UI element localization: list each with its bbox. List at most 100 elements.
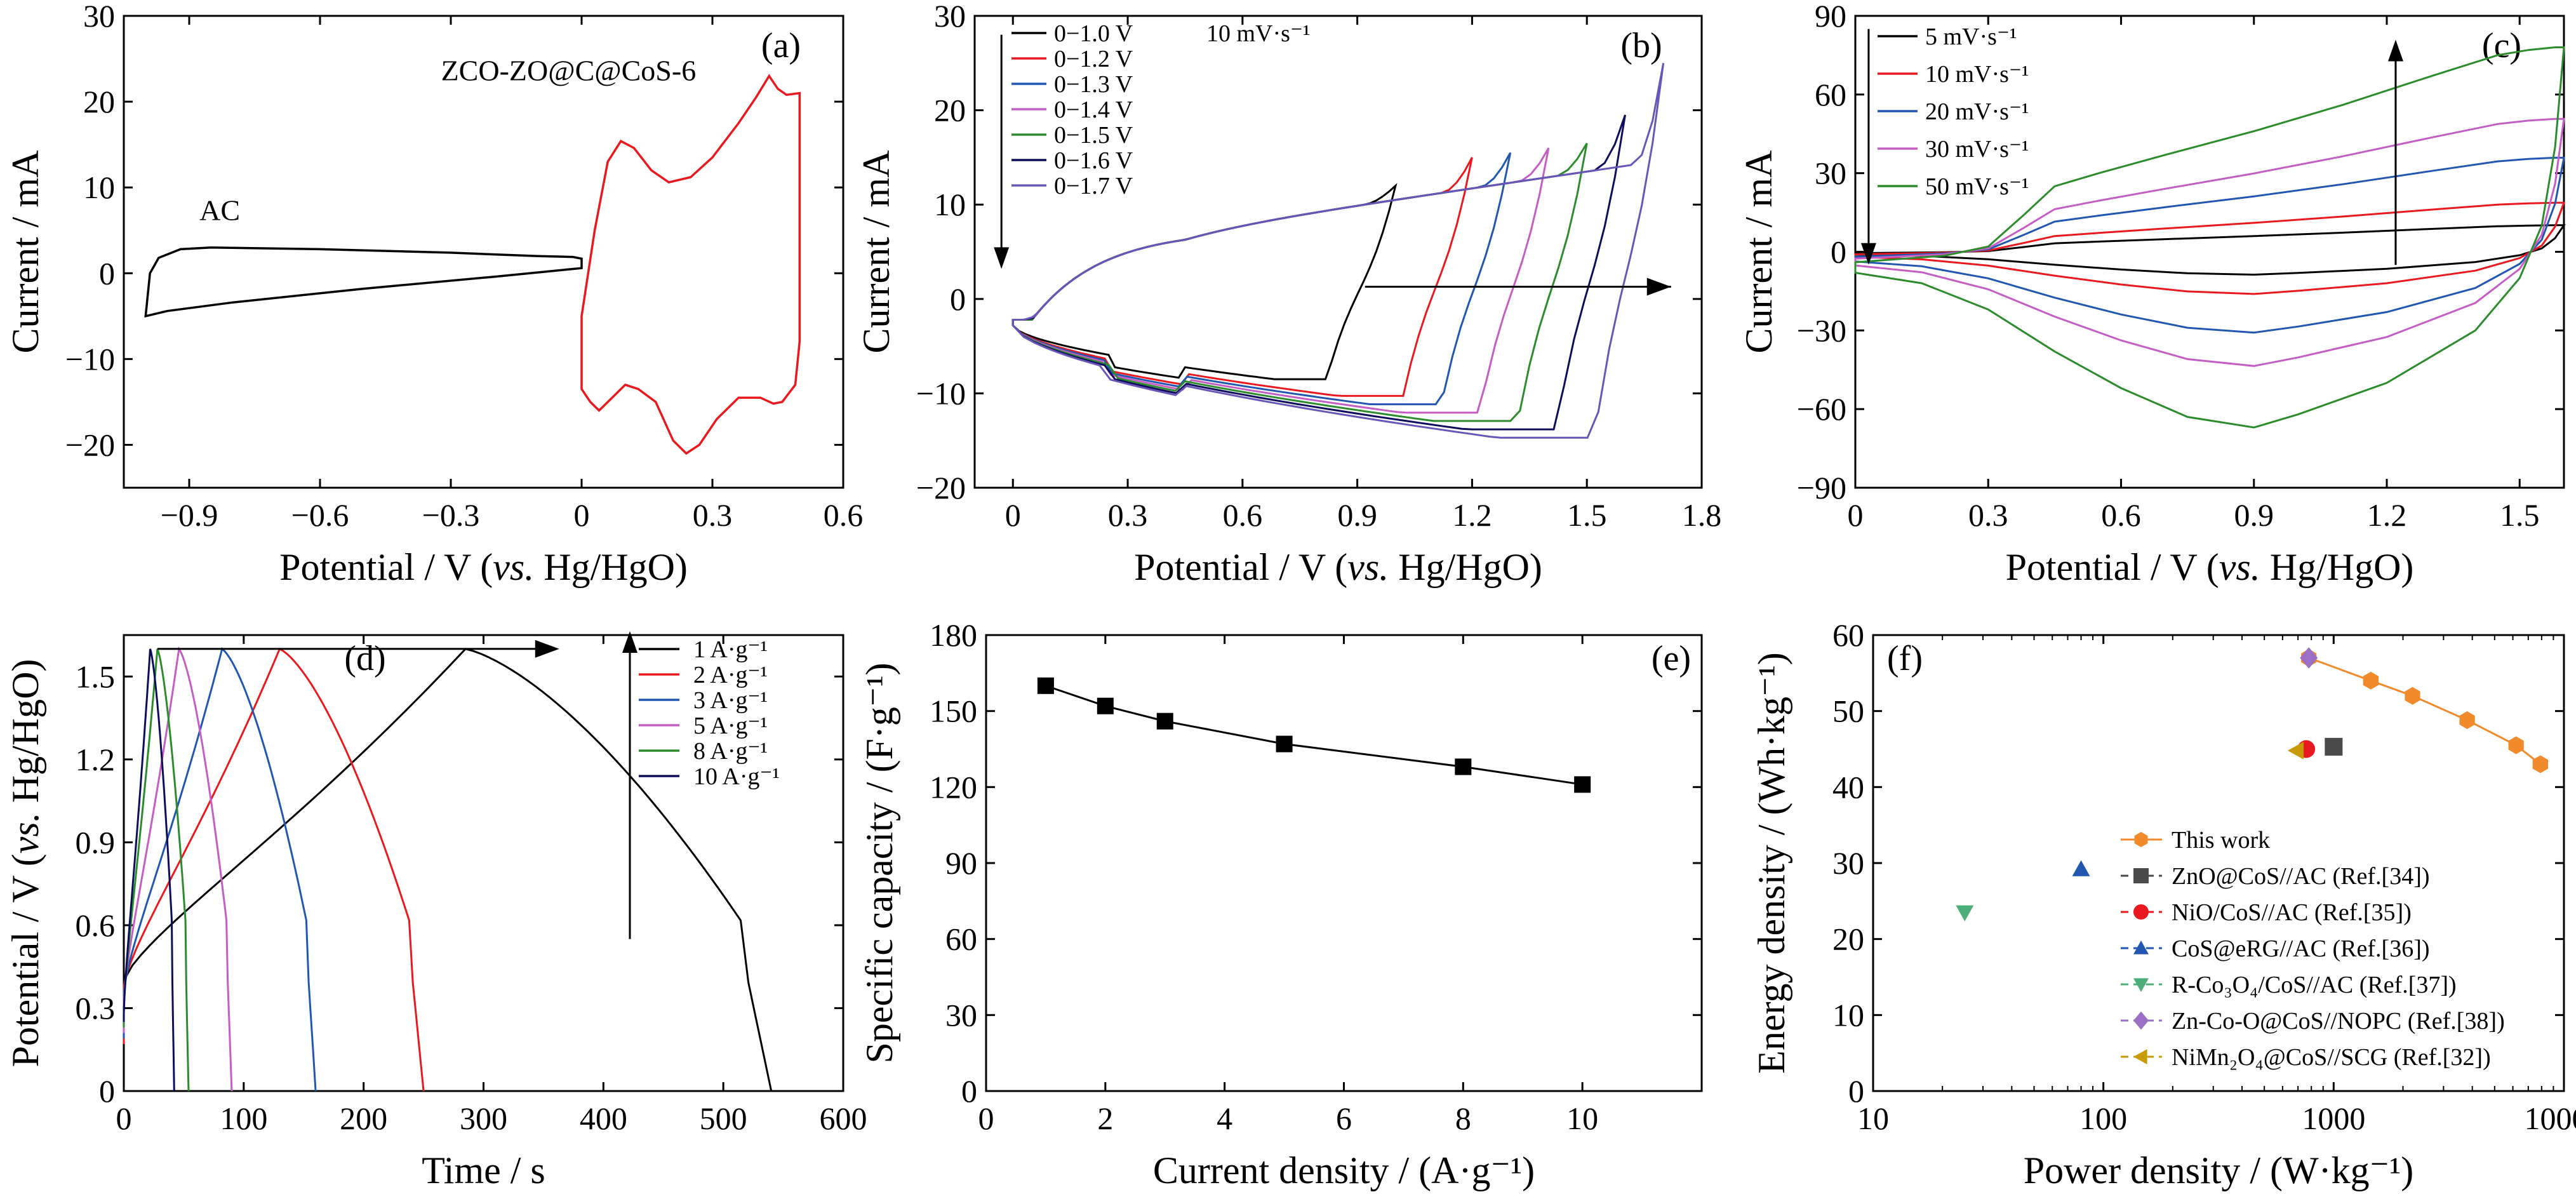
x-tick-label: 2 xyxy=(1097,1101,1113,1136)
x-tick-label: −0.3 xyxy=(422,497,480,533)
capacity-point xyxy=(1574,776,1591,793)
legend-label: This work xyxy=(2172,827,2270,854)
x-tick-label: 0.3 xyxy=(693,497,733,533)
axis-label-part: Hg/HgO) xyxy=(4,659,46,813)
y-tick-label: 0 xyxy=(1848,1073,1864,1109)
data-point-hexagon xyxy=(2405,687,2420,705)
panel-label: (f) xyxy=(1887,639,1923,678)
data-point-diamond xyxy=(2300,647,2318,669)
panel-b-series xyxy=(994,34,1671,439)
x-tick-label: 0 xyxy=(1005,497,1021,533)
window-arrow-head xyxy=(1646,278,1671,296)
y-axis-label: Specific capacity / (F·g⁻¹) xyxy=(858,662,900,1063)
y-tick-label: −10 xyxy=(916,375,966,411)
y-axis-label: Current / mA xyxy=(1738,151,1780,354)
axis-label-part: Potential / V ( xyxy=(1134,546,1347,588)
y-tick-label: 10 xyxy=(83,170,115,205)
scan-arrow-head xyxy=(2387,39,2403,62)
y-tick-label: 0 xyxy=(1831,234,1846,270)
panel-label: (b) xyxy=(1620,26,1662,65)
x-axis-label: Potential / V (vs. Hg/HgO) xyxy=(279,546,688,588)
axis-label-part: Hg/HgO) xyxy=(534,546,688,588)
legend-label: ZnO@CoS//AC (Ref.[34]) xyxy=(2172,863,2430,890)
panel-b-axes: 0 0.3 0.6 0.9 1.2 1.5 1.8 −20 −10 0 10 20 30 Potentia… xyxy=(855,0,1721,588)
legend-label: NiMn₂O₄@CoS//SCG (Ref.[32]) xyxy=(2172,1044,2491,1071)
y-tick-label: 0 xyxy=(99,1073,115,1109)
panel-e-axes: 0 2 4 6 8 10 0 30 60 90 120 150 180 Current density /… xyxy=(858,617,1703,1191)
x-tick-label: 1.5 xyxy=(2500,497,2540,533)
axis-label-part: Hg/HgO) xyxy=(1389,546,1542,588)
gcd-curve xyxy=(123,648,190,1092)
y-axis-label: Current / mA xyxy=(4,151,46,354)
capacity-point xyxy=(1455,758,1472,775)
data-point-triangle-down xyxy=(1956,905,1974,921)
x-tick-label: 10000 xyxy=(2525,1101,2576,1136)
x-axis-label: Potential / V (vs. Hg/HgO) xyxy=(2006,546,2414,588)
legend-label: CoS@eRG//AC (Ref.[36]) xyxy=(2172,935,2430,962)
legend-label: 0−1.6 V xyxy=(1054,147,1133,174)
time-arrow-head xyxy=(535,640,559,658)
axis-label-part: Potential / V ( xyxy=(2006,546,2219,588)
y-tick-label: 0 xyxy=(950,281,966,317)
y-tick-label: 180 xyxy=(930,617,977,653)
x-tick-label: 10 xyxy=(1857,1101,1889,1136)
legend-label: 0−1.7 V xyxy=(1054,173,1133,199)
x-tick-label: 0.6 xyxy=(1223,497,1263,533)
x-axis-label: Current density / (A·g⁻¹) xyxy=(1153,1149,1535,1191)
y-tick-label: 150 xyxy=(930,693,977,729)
y-axis-label: Current / mA xyxy=(855,151,897,354)
y-tick-label: 30 xyxy=(1832,845,1864,881)
legend-label: 0−1.4 V xyxy=(1054,97,1133,123)
x-tick-label: 10 xyxy=(1566,1101,1598,1136)
cv-curve xyxy=(1011,63,1665,439)
legend-label: R-Co₃O₄/CoS//AC (Ref.[37]) xyxy=(2172,972,2457,998)
gcd-curve xyxy=(123,647,317,1092)
annotation-label: AC xyxy=(199,194,240,227)
y-tick-label: 40 xyxy=(1832,769,1864,805)
plot-frame xyxy=(123,15,844,489)
y-tick-label: −20 xyxy=(65,427,115,462)
legend-label: 20 mV·s⁻¹ xyxy=(1925,98,2029,125)
x-tick-label: 300 xyxy=(460,1101,507,1136)
axis-label-part: vs. xyxy=(493,546,534,588)
capacity-point xyxy=(1037,677,1054,694)
cv-curve xyxy=(1854,46,2565,429)
y-tick-label: 1.2 xyxy=(76,742,116,777)
x-tick-label: 0.3 xyxy=(1968,497,2008,533)
x-tick-label: 0 xyxy=(574,497,590,533)
y-tick-label: 20 xyxy=(83,84,115,119)
legend-label: 2 A·g⁻¹ xyxy=(693,662,768,688)
data-point-hexagon xyxy=(2459,711,2475,729)
x-tick-label: 0.3 xyxy=(1108,497,1148,533)
legend-swatch-marker xyxy=(2133,941,2149,955)
axis-label-part: vs. xyxy=(2219,546,2260,588)
panel-a-series: AC ZCO-ZO@C@CoS-6 xyxy=(144,54,801,455)
panel-c-legend: 5 mV·s⁻¹ 10 mV·s⁻¹ 20 mV·s⁻¹ 30 mV·s⁻¹ 50 mV… xyxy=(1878,23,2029,200)
y-tick-label: 20 xyxy=(934,93,966,128)
rate-arrow-head xyxy=(622,631,637,653)
legend-swatch-marker xyxy=(2133,868,2149,883)
x-tick-label: 6 xyxy=(1336,1101,1352,1136)
x-tick-label: 1.8 xyxy=(1682,497,1722,533)
y-tick-label: 10 xyxy=(934,187,966,222)
data-point-triangle-left xyxy=(2287,741,2304,760)
legend-swatch-marker xyxy=(2133,904,2149,920)
y-tick-label: 90 xyxy=(1815,0,1846,34)
capacity-point xyxy=(1097,697,1114,714)
legend-swatch-marker xyxy=(2133,1011,2149,1030)
panel-f-series xyxy=(1956,647,2548,921)
data-point-hexagon xyxy=(2363,671,2379,690)
y-tick-label: 30 xyxy=(934,0,966,34)
legend-label: 8 A·g⁻¹ xyxy=(693,738,768,765)
x-tick-label: 1.5 xyxy=(1567,497,1607,533)
legend-label: 1 A·g⁻¹ xyxy=(693,636,768,663)
x-tick-label: 200 xyxy=(340,1101,387,1136)
y-tick-label: −10 xyxy=(65,341,115,377)
axis-label-part: vs. xyxy=(4,812,46,854)
gcd-curve xyxy=(123,648,175,1092)
legend-swatch-marker xyxy=(2133,1049,2147,1064)
x-tick-label: 0.9 xyxy=(2234,497,2274,533)
data-point-hexagon xyxy=(2508,736,2524,754)
panel-c-series xyxy=(1854,29,2566,429)
legend-label: 0−1.2 V xyxy=(1054,46,1133,72)
